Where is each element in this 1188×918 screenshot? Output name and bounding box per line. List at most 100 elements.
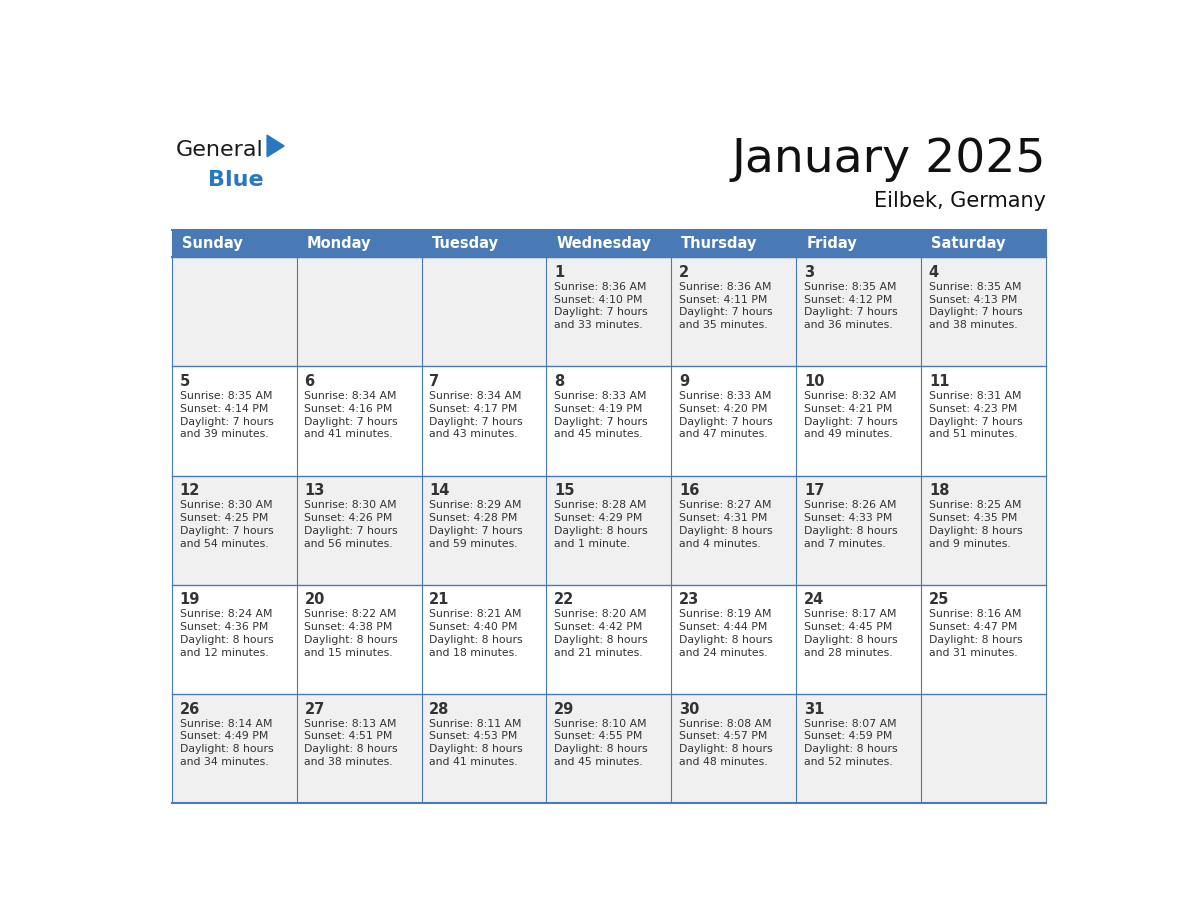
- Bar: [546, 694, 671, 803]
- Text: Sunrise: 8:36 AM
Sunset: 4:11 PM
Daylight: 7 hours
and 35 minutes.: Sunrise: 8:36 AM Sunset: 4:11 PM Dayligh…: [680, 282, 772, 330]
- Text: Eilbek, Germany: Eilbek, Germany: [874, 191, 1045, 211]
- Bar: [297, 366, 422, 476]
- Text: Sunrise: 8:26 AM
Sunset: 4:33 PM
Daylight: 8 hours
and 7 minutes.: Sunrise: 8:26 AM Sunset: 4:33 PM Dayligh…: [804, 500, 898, 549]
- Bar: [671, 230, 796, 257]
- Bar: [671, 476, 796, 585]
- Text: Sunrise: 8:29 AM
Sunset: 4:28 PM
Daylight: 7 hours
and 59 minutes.: Sunrise: 8:29 AM Sunset: 4:28 PM Dayligh…: [429, 500, 523, 549]
- Bar: [297, 585, 422, 694]
- Text: 15: 15: [554, 483, 575, 498]
- Text: 13: 13: [304, 483, 324, 498]
- Bar: [796, 476, 921, 585]
- Text: Sunrise: 8:31 AM
Sunset: 4:23 PM
Daylight: 7 hours
and 51 minutes.: Sunrise: 8:31 AM Sunset: 4:23 PM Dayligh…: [929, 391, 1023, 440]
- Text: Friday: Friday: [807, 236, 857, 251]
- Bar: [422, 694, 546, 803]
- Bar: [546, 476, 671, 585]
- Bar: [796, 585, 921, 694]
- Text: 28: 28: [429, 701, 449, 717]
- Bar: [796, 257, 921, 366]
- Text: Sunrise: 8:19 AM
Sunset: 4:44 PM
Daylight: 8 hours
and 24 minutes.: Sunrise: 8:19 AM Sunset: 4:44 PM Dayligh…: [680, 610, 772, 658]
- Bar: [796, 230, 921, 257]
- Text: Wednesday: Wednesday: [556, 236, 651, 251]
- Text: Sunrise: 8:28 AM
Sunset: 4:29 PM
Daylight: 8 hours
and 1 minute.: Sunrise: 8:28 AM Sunset: 4:29 PM Dayligh…: [554, 500, 647, 549]
- Bar: [422, 585, 546, 694]
- Text: Sunrise: 8:11 AM
Sunset: 4:53 PM
Daylight: 8 hours
and 41 minutes.: Sunrise: 8:11 AM Sunset: 4:53 PM Dayligh…: [429, 719, 523, 767]
- Bar: [921, 476, 1045, 585]
- Text: Sunrise: 8:27 AM
Sunset: 4:31 PM
Daylight: 8 hours
and 4 minutes.: Sunrise: 8:27 AM Sunset: 4:31 PM Dayligh…: [680, 500, 772, 549]
- Text: Sunrise: 8:08 AM
Sunset: 4:57 PM
Daylight: 8 hours
and 48 minutes.: Sunrise: 8:08 AM Sunset: 4:57 PM Dayligh…: [680, 719, 772, 767]
- Bar: [297, 230, 422, 257]
- Text: Sunrise: 8:33 AM
Sunset: 4:19 PM
Daylight: 7 hours
and 45 minutes.: Sunrise: 8:33 AM Sunset: 4:19 PM Dayligh…: [554, 391, 647, 440]
- Text: 18: 18: [929, 483, 949, 498]
- Bar: [671, 694, 796, 803]
- Bar: [297, 476, 422, 585]
- Bar: [546, 585, 671, 694]
- Text: Sunrise: 8:33 AM
Sunset: 4:20 PM
Daylight: 7 hours
and 47 minutes.: Sunrise: 8:33 AM Sunset: 4:20 PM Dayligh…: [680, 391, 772, 440]
- Text: 3: 3: [804, 265, 814, 280]
- Bar: [172, 585, 297, 694]
- Text: Sunrise: 8:34 AM
Sunset: 4:16 PM
Daylight: 7 hours
and 41 minutes.: Sunrise: 8:34 AM Sunset: 4:16 PM Dayligh…: [304, 391, 398, 440]
- Text: 26: 26: [179, 701, 200, 717]
- Bar: [671, 366, 796, 476]
- Text: 27: 27: [304, 701, 324, 717]
- Text: 10: 10: [804, 375, 824, 389]
- Bar: [921, 694, 1045, 803]
- Text: 8: 8: [554, 375, 564, 389]
- Text: Sunrise: 8:16 AM
Sunset: 4:47 PM
Daylight: 8 hours
and 31 minutes.: Sunrise: 8:16 AM Sunset: 4:47 PM Dayligh…: [929, 610, 1023, 658]
- Text: Sunrise: 8:20 AM
Sunset: 4:42 PM
Daylight: 8 hours
and 21 minutes.: Sunrise: 8:20 AM Sunset: 4:42 PM Dayligh…: [554, 610, 647, 658]
- Text: Sunrise: 8:07 AM
Sunset: 4:59 PM
Daylight: 8 hours
and 52 minutes.: Sunrise: 8:07 AM Sunset: 4:59 PM Dayligh…: [804, 719, 898, 767]
- Bar: [172, 257, 297, 366]
- Text: Sunrise: 8:13 AM
Sunset: 4:51 PM
Daylight: 8 hours
and 38 minutes.: Sunrise: 8:13 AM Sunset: 4:51 PM Dayligh…: [304, 719, 398, 767]
- Text: Sunrise: 8:34 AM
Sunset: 4:17 PM
Daylight: 7 hours
and 43 minutes.: Sunrise: 8:34 AM Sunset: 4:17 PM Dayligh…: [429, 391, 523, 440]
- Text: 11: 11: [929, 375, 949, 389]
- Text: Sunrise: 8:35 AM
Sunset: 4:13 PM
Daylight: 7 hours
and 38 minutes.: Sunrise: 8:35 AM Sunset: 4:13 PM Dayligh…: [929, 282, 1023, 330]
- Text: Sunrise: 8:35 AM
Sunset: 4:14 PM
Daylight: 7 hours
and 39 minutes.: Sunrise: 8:35 AM Sunset: 4:14 PM Dayligh…: [179, 391, 273, 440]
- Text: Sunday: Sunday: [182, 236, 242, 251]
- Bar: [422, 257, 546, 366]
- Text: 7: 7: [429, 375, 440, 389]
- Text: January 2025: January 2025: [732, 137, 1045, 182]
- Text: Sunrise: 8:10 AM
Sunset: 4:55 PM
Daylight: 8 hours
and 45 minutes.: Sunrise: 8:10 AM Sunset: 4:55 PM Dayligh…: [554, 719, 647, 767]
- Bar: [297, 694, 422, 803]
- Bar: [921, 230, 1045, 257]
- Text: Saturday: Saturday: [931, 236, 1005, 251]
- Bar: [546, 230, 671, 257]
- Text: Monday: Monday: [307, 236, 371, 251]
- Text: Sunrise: 8:36 AM
Sunset: 4:10 PM
Daylight: 7 hours
and 33 minutes.: Sunrise: 8:36 AM Sunset: 4:10 PM Dayligh…: [554, 282, 647, 330]
- Bar: [921, 366, 1045, 476]
- Text: Sunrise: 8:30 AM
Sunset: 4:26 PM
Daylight: 7 hours
and 56 minutes.: Sunrise: 8:30 AM Sunset: 4:26 PM Dayligh…: [304, 500, 398, 549]
- Bar: [546, 366, 671, 476]
- Bar: [172, 230, 297, 257]
- Text: Sunrise: 8:17 AM
Sunset: 4:45 PM
Daylight: 8 hours
and 28 minutes.: Sunrise: 8:17 AM Sunset: 4:45 PM Dayligh…: [804, 610, 898, 658]
- Text: 2: 2: [680, 265, 689, 280]
- Bar: [546, 257, 671, 366]
- Text: 31: 31: [804, 701, 824, 717]
- Polygon shape: [267, 135, 284, 157]
- Bar: [921, 585, 1045, 694]
- Text: 16: 16: [680, 483, 700, 498]
- Text: 24: 24: [804, 592, 824, 608]
- Text: 14: 14: [429, 483, 449, 498]
- Text: General: General: [176, 140, 264, 161]
- Bar: [796, 366, 921, 476]
- Text: 20: 20: [304, 592, 324, 608]
- Bar: [172, 476, 297, 585]
- Bar: [422, 366, 546, 476]
- Text: Sunrise: 8:24 AM
Sunset: 4:36 PM
Daylight: 8 hours
and 12 minutes.: Sunrise: 8:24 AM Sunset: 4:36 PM Dayligh…: [179, 610, 273, 658]
- Text: Sunrise: 8:22 AM
Sunset: 4:38 PM
Daylight: 8 hours
and 15 minutes.: Sunrise: 8:22 AM Sunset: 4:38 PM Dayligh…: [304, 610, 398, 658]
- Text: 23: 23: [680, 592, 700, 608]
- Text: 6: 6: [304, 375, 315, 389]
- Text: Sunrise: 8:32 AM
Sunset: 4:21 PM
Daylight: 7 hours
and 49 minutes.: Sunrise: 8:32 AM Sunset: 4:21 PM Dayligh…: [804, 391, 898, 440]
- Text: 29: 29: [554, 701, 575, 717]
- Text: 30: 30: [680, 701, 700, 717]
- Bar: [422, 476, 546, 585]
- Bar: [796, 694, 921, 803]
- Text: Sunrise: 8:25 AM
Sunset: 4:35 PM
Daylight: 8 hours
and 9 minutes.: Sunrise: 8:25 AM Sunset: 4:35 PM Dayligh…: [929, 500, 1023, 549]
- Text: Sunrise: 8:14 AM
Sunset: 4:49 PM
Daylight: 8 hours
and 34 minutes.: Sunrise: 8:14 AM Sunset: 4:49 PM Dayligh…: [179, 719, 273, 767]
- Bar: [422, 230, 546, 257]
- Text: 1: 1: [554, 265, 564, 280]
- Text: 25: 25: [929, 592, 949, 608]
- Text: Sunrise: 8:21 AM
Sunset: 4:40 PM
Daylight: 8 hours
and 18 minutes.: Sunrise: 8:21 AM Sunset: 4:40 PM Dayligh…: [429, 610, 523, 658]
- Bar: [172, 366, 297, 476]
- Text: 4: 4: [929, 265, 939, 280]
- Bar: [172, 694, 297, 803]
